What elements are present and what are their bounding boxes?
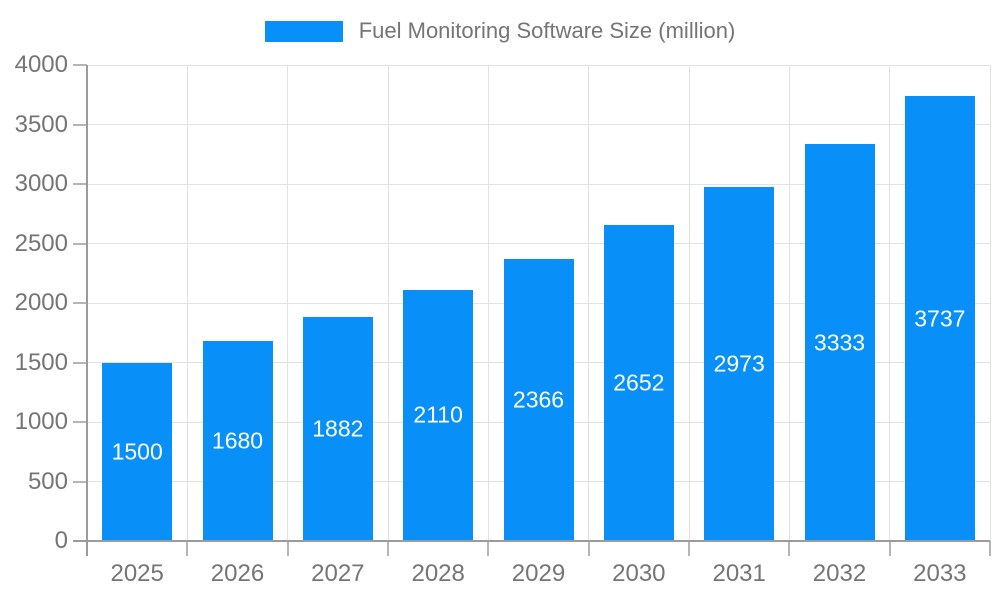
bar-value-label: 1500 <box>111 438 163 465</box>
x-axis-tick <box>587 541 590 556</box>
bar-value-label: 2366 <box>512 386 565 413</box>
y-axis-tick <box>73 361 87 364</box>
y-axis-label: 0 <box>54 527 68 554</box>
legend-swatch <box>264 20 343 42</box>
x-axis-line <box>73 540 990 542</box>
y-axis-line <box>86 65 88 556</box>
legend-item[interactable]: Fuel Monitoring Software Size (million) <box>0 20 1000 42</box>
bar-value-label: 2652 <box>613 369 665 396</box>
y-axis-tick <box>73 421 87 423</box>
gridline-vertical <box>487 65 489 541</box>
x-axis-label: 2028 <box>411 560 465 587</box>
x-axis-tick <box>487 541 490 556</box>
bar: 1500 <box>102 362 173 541</box>
x-axis-tick <box>888 541 891 556</box>
gridline-vertical <box>889 65 891 541</box>
bar: 2366 <box>503 259 574 541</box>
bar-value-label: 2110 <box>413 401 463 428</box>
x-axis-tick <box>989 541 991 556</box>
x-axis-tick <box>788 541 791 556</box>
x-axis-tick <box>286 541 289 556</box>
y-axis-tick <box>73 480 87 483</box>
gridline-horizontal <box>87 243 990 244</box>
bar-value-label: 3737 <box>914 305 966 332</box>
x-axis-label: 2029 <box>511 560 566 587</box>
x-axis-tick <box>688 541 690 556</box>
y-axis-label: 2500 <box>14 229 68 257</box>
gridline-vertical <box>588 65 590 541</box>
gridline-horizontal <box>87 124 990 125</box>
x-axis-tick <box>186 541 189 556</box>
legend-label: Fuel Monitoring Software Size (million) <box>358 18 736 43</box>
y-axis-label: 500 <box>27 467 68 495</box>
bar: 1882 <box>302 317 373 541</box>
gridline-vertical <box>788 65 790 541</box>
gridline-vertical <box>688 65 690 541</box>
y-axis-label: 4000 <box>14 51 68 78</box>
bar: 3333 <box>804 144 875 541</box>
gridline-vertical <box>989 65 991 541</box>
gridline-horizontal <box>87 183 990 185</box>
y-axis-label: 3500 <box>14 110 68 138</box>
y-axis-tick <box>73 242 87 245</box>
y-axis-label: 1500 <box>14 348 68 376</box>
x-axis-label: 2031 <box>712 560 766 587</box>
gridline-vertical <box>287 65 289 541</box>
bar-value-label: 1882 <box>312 415 364 442</box>
plot-area: 1500 1680 1882 2110 2366 2652 2973 3333 3737 <box>87 64 991 541</box>
y-axis-label: 2000 <box>14 289 68 316</box>
x-axis-tick <box>387 541 389 556</box>
y-axis-tick <box>73 64 87 66</box>
x-axis-label: 2026 <box>210 560 265 587</box>
x-axis-label: 2025 <box>110 560 164 587</box>
bar: 1680 <box>202 341 273 541</box>
y-axis-tick <box>73 302 87 304</box>
bar-value-label: 3333 <box>813 329 866 356</box>
bar: 3737 <box>904 96 975 541</box>
x-axis-label: 2032 <box>812 560 867 587</box>
gridline-horizontal <box>87 64 990 66</box>
y-axis-label: 1000 <box>14 408 68 435</box>
bar-value-label: 1680 <box>211 427 264 454</box>
gridline-vertical <box>387 65 389 541</box>
x-axis-label: 2030 <box>612 560 666 587</box>
y-axis-label: 3000 <box>14 170 68 197</box>
x-axis-label: 2027 <box>311 560 365 587</box>
bar: 2973 <box>704 187 775 541</box>
y-axis-tick <box>73 183 87 185</box>
bar: 2652 <box>603 225 674 541</box>
gridline-vertical <box>186 65 188 541</box>
x-axis-label: 2033 <box>913 560 967 587</box>
bar: 2110 <box>403 289 474 541</box>
bar-value-label: 2973 <box>713 350 765 377</box>
y-axis-tick <box>73 123 87 126</box>
